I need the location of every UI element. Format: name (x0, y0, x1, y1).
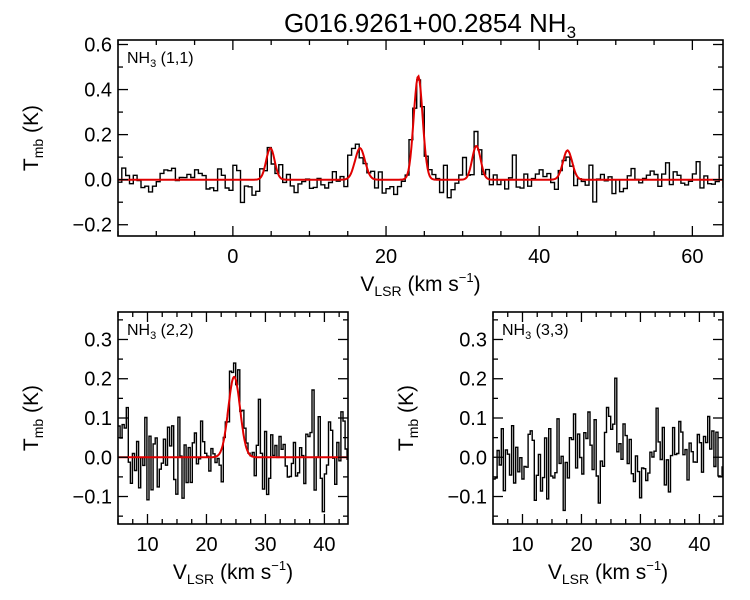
y-tick-label: 0.3 (84, 329, 112, 351)
x-tick-label: 0 (227, 246, 238, 268)
x-tick-label: 20 (570, 534, 592, 556)
x-tick-label: 30 (629, 534, 651, 556)
x-tick-label: 20 (375, 246, 397, 268)
panel-nh3-11: 0 20 40 60 −0.2 0.0 0.2 0.4 0.6 NH3 (1,1) VLSR (km… (20, 35, 724, 299)
spectrum-line (493, 377, 723, 512)
y-tick-label: 0.2 (84, 369, 112, 391)
x-tick-label: 20 (195, 534, 217, 556)
y-tick-label: 0.2 (459, 369, 487, 391)
x-tick-label: 10 (511, 534, 533, 556)
spectrum-line (118, 362, 348, 513)
x-tick-label: 10 (136, 534, 158, 556)
figure-title-sub: 3 (567, 23, 576, 42)
panel-label: NH3 (2,2) (127, 322, 194, 342)
fit-line (118, 375, 348, 459)
y-tick-label: −0.1 (448, 487, 487, 509)
x-tick-label: 40 (688, 534, 710, 556)
y-tick-label: 0.6 (84, 35, 112, 57)
panel-nh3-33: 10 20 30 40 −0.1 0.0 0.1 0.2 0.3 NH3 (3,3) VLSR (k… (395, 311, 724, 587)
y-axis-label: Tmb (K) (20, 105, 46, 171)
y-tick-label: 0.1 (84, 408, 112, 430)
plot-frame (117, 39, 724, 237)
y-tick-label: −0.1 (73, 487, 112, 509)
fit-line (118, 74, 723, 181)
x-tick-label: 30 (254, 534, 276, 556)
x-axis-label: VLSR (km s−1) (548, 558, 668, 587)
y-tick-label: 0.3 (459, 329, 487, 351)
y-axis-label: Tmb (K) (20, 385, 46, 451)
x-tick-label: 40 (313, 534, 335, 556)
figure-title-main: G016.9261+00.2854 NH (284, 8, 567, 38)
y-tick-label: −0.2 (73, 215, 112, 237)
y-axis-label: Tmb (K) (395, 385, 421, 451)
x-tick-label: 40 (528, 246, 550, 268)
y-tick-label: 0.0 (84, 447, 112, 469)
y-tick-label: 0.0 (459, 447, 487, 469)
plot-frame (492, 311, 724, 525)
x-tick-label: 60 (681, 246, 703, 268)
y-tick-label: 0.2 (84, 125, 112, 147)
panel-label: NH3 (1,1) (127, 50, 194, 70)
x-axis-label: VLSR (km s−1) (173, 558, 293, 587)
y-tick-label: 0.1 (459, 408, 487, 430)
panel-label: NH3 (3,3) (502, 322, 569, 342)
y-tick-label: 0.0 (84, 170, 112, 192)
panel-nh3-22: 10 20 30 40 −0.1 0.0 0.1 0.2 0.3 NH3 (2,2) VLSR (k… (20, 311, 349, 587)
spectrum-line (118, 79, 723, 204)
figure-title: G016.9261+00.2854 NH3 (284, 8, 576, 42)
y-tick-label: 0.4 (84, 80, 112, 102)
x-axis-label: VLSR (km s−1) (360, 270, 480, 299)
